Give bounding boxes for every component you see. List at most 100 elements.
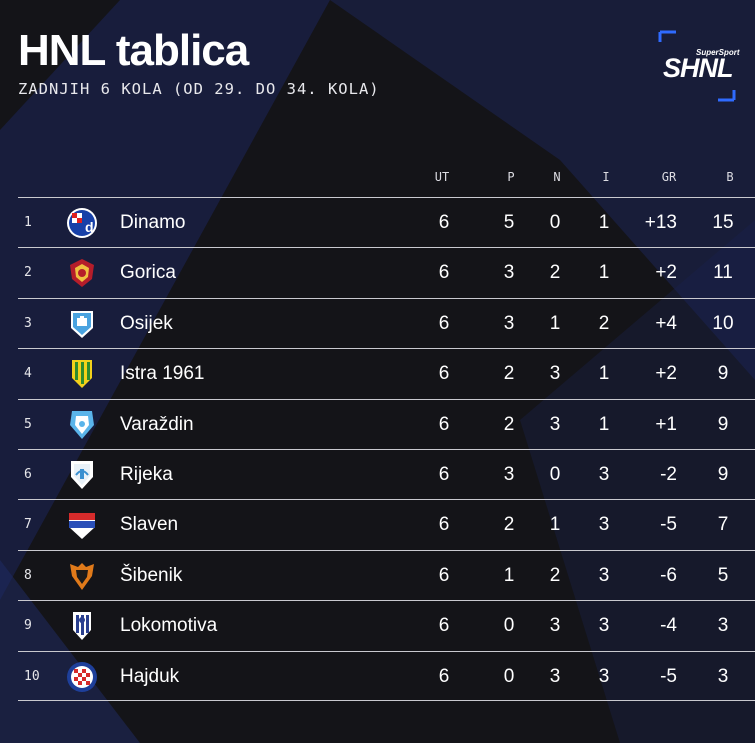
page-subtitle: ZADNJIH 6 KOLA (OD 29. DO 34. KOLA): [18, 80, 380, 98]
goal-diff-cell: +13: [644, 212, 677, 233]
wins-cell: 0: [503, 665, 515, 687]
goal-diff-cell: +2: [655, 363, 677, 385]
draws-cell: 3: [549, 615, 561, 637]
played-cell: 6: [438, 312, 450, 334]
draws-cell: 2: [549, 262, 561, 284]
table-header: UT P N I GR B: [0, 160, 755, 196]
team-name: Osijek: [120, 312, 173, 334]
rank-cell: 9: [24, 618, 32, 634]
goal-diff-cell: +4: [655, 312, 677, 334]
table-row: 10 Hajduk 6 0 3 3 -5 3: [18, 650, 755, 701]
rank-cell: 6: [24, 466, 32, 482]
points-cell: 5: [717, 564, 729, 586]
played-cell: 6: [438, 262, 450, 284]
wins-cell: 3: [503, 312, 515, 334]
points-cell: 9: [717, 413, 729, 435]
draws-cell: 0: [549, 212, 561, 233]
column-header-i: I: [602, 170, 610, 184]
draws-cell: 1: [549, 514, 561, 536]
wins-cell: 2: [503, 514, 515, 536]
slaven-crest-icon: [69, 513, 95, 540]
table-row: 9 Lokomotiva 6 0 3 3 -4 3: [18, 600, 755, 650]
goal-diff-cell: -4: [660, 615, 677, 637]
supersport-hnl-logo: SuperSport SHNL: [652, 28, 742, 104]
osijek-crest-icon: [71, 310, 93, 338]
played-cell: 6: [438, 615, 450, 637]
table-row: 3 Osijek 6 3 1 2 +4 10: [18, 297, 755, 348]
rijeka-crest-icon: [71, 460, 93, 489]
losses-cell: 1: [598, 262, 610, 284]
wins-cell: 5: [503, 212, 515, 233]
points-cell: 15: [712, 212, 734, 233]
rank-cell: 2: [24, 265, 32, 281]
draws-cell: 3: [549, 665, 561, 687]
points-cell: 7: [717, 514, 729, 536]
column-header-gr: GR: [661, 170, 677, 184]
logo-supersport-text: SuperSport: [696, 48, 740, 57]
logo-shnl-text: SHNL: [663, 53, 733, 83]
table-row: 8 Šibenik 6 1 2 3 -6 5: [18, 549, 755, 600]
rank-cell: 7: [24, 517, 32, 533]
wins-cell: 3: [503, 262, 515, 284]
draws-cell: 3: [549, 363, 561, 385]
varazdin-crest-icon: [70, 410, 94, 439]
wins-cell: 2: [503, 413, 515, 435]
losses-cell: 3: [598, 514, 610, 536]
wins-cell: 2: [503, 363, 515, 385]
played-cell: 6: [438, 463, 450, 485]
played-cell: 6: [438, 514, 450, 536]
played-cell: 6: [438, 413, 450, 435]
team-name: Rijeka: [120, 463, 173, 485]
wins-cell: 1: [503, 564, 515, 586]
points-cell: 9: [717, 463, 729, 485]
column-header-n: N: [553, 170, 561, 184]
team-name: Šibenik: [120, 564, 183, 586]
team-name: Gorica: [120, 262, 176, 284]
points-cell: 11: [713, 262, 733, 284]
gorica-crest-icon: [70, 259, 94, 288]
points-cell: 3: [717, 665, 729, 687]
team-name: Istra 1961: [120, 363, 205, 385]
played-cell: 6: [438, 363, 450, 385]
team-name: Varaždin: [120, 413, 194, 435]
played-cell: 6: [438, 665, 450, 687]
goal-diff-cell: -2: [660, 463, 677, 485]
svg-text:d: d: [85, 219, 94, 235]
table-row: 4 Istra 1961 6 2 3 1 +2 9: [18, 348, 755, 398]
points-cell: 3: [717, 615, 729, 637]
table-row: 5 Varaždin 6 2 3 1 +1 9: [18, 398, 755, 449]
goal-diff-cell: +2: [655, 262, 677, 284]
standings-table: 1 d Dinamo 6 5 0 1 +13 15 2 Gori: [18, 197, 755, 701]
rank-cell: 3: [24, 315, 32, 331]
hajduk-crest-icon: [67, 661, 97, 692]
table-row: 7 Slaven 6 2 1 3 -5 7: [18, 499, 755, 549]
losses-cell: 3: [598, 665, 610, 687]
table-row: 6 Rijeka 6 3 0 3 -2 9: [18, 448, 755, 499]
draws-cell: 3: [549, 413, 561, 435]
rank-cell: 4: [24, 366, 32, 382]
wins-cell: 0: [503, 615, 515, 637]
draws-cell: 0: [549, 463, 561, 485]
wins-cell: 3: [503, 463, 515, 485]
team-name: Hajduk: [120, 665, 180, 687]
rank-cell: 1: [24, 215, 32, 230]
goal-diff-cell: -5: [660, 514, 677, 536]
sibenik-crest-icon: [70, 562, 94, 590]
column-header-p: P: [507, 170, 515, 184]
losses-cell: 1: [598, 212, 610, 233]
played-cell: 6: [438, 564, 450, 586]
goal-diff-cell: -6: [660, 564, 677, 586]
column-header-b: B: [726, 170, 734, 184]
goal-diff-cell: -5: [660, 665, 677, 687]
team-name: Slaven: [120, 514, 179, 536]
column-header-ut: UT: [434, 170, 450, 184]
rank-cell: 10: [24, 668, 40, 684]
losses-cell: 3: [598, 564, 610, 586]
goal-diff-cell: +1: [655, 413, 677, 435]
istra-crest-icon: [72, 360, 92, 389]
lokomotiva-crest-icon: [73, 612, 91, 641]
losses-cell: 3: [598, 463, 610, 485]
losses-cell: 3: [598, 615, 610, 637]
losses-cell: 1: [598, 413, 610, 435]
